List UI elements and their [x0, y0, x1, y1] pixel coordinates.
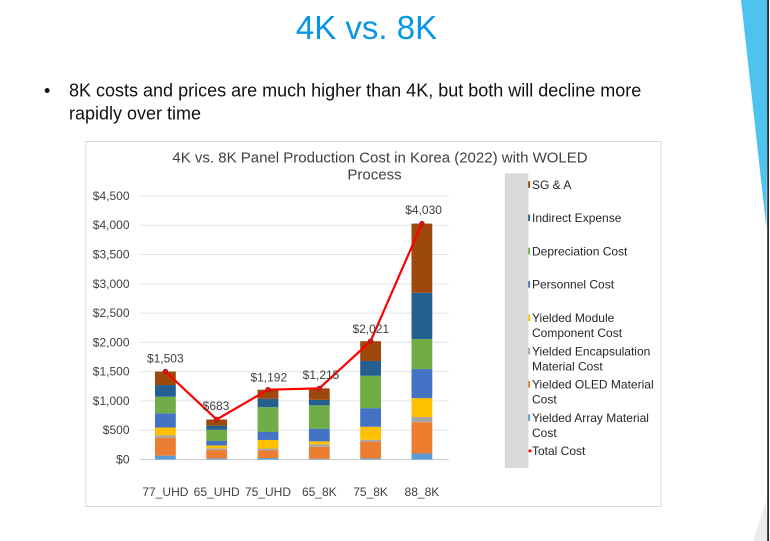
svg-text:88_8K: 88_8K	[405, 485, 440, 499]
svg-text:4K vs. 8K Panel Production Cos: 4K vs. 8K Panel Production Cost in Korea…	[172, 149, 587, 166]
svg-text:$4,500: $4,500	[93, 189, 130, 203]
svg-text:75_8K: 75_8K	[353, 485, 388, 499]
svg-text:8K costs and prices are much h: 8K costs and prices are much higher than…	[69, 81, 641, 101]
svg-text:75_UHD: 75_UHD	[245, 485, 291, 499]
svg-text:Cost: Cost	[532, 426, 557, 440]
svg-text:$1,192: $1,192	[250, 371, 287, 385]
svg-text:$1,215: $1,215	[303, 368, 340, 382]
svg-text:SG & A: SG & A	[532, 178, 571, 192]
svg-text:$4,030: $4,030	[405, 203, 442, 217]
svg-text:$3,000: $3,000	[93, 277, 130, 291]
svg-text:Indirect Expense: Indirect Expense	[532, 211, 622, 225]
svg-text:Yielded Encapsulation: Yielded Encapsulation	[532, 344, 650, 358]
svg-text:Material Cost: Material Cost	[532, 359, 603, 373]
svg-text:4K vs. 8K: 4K vs. 8K	[296, 9, 437, 46]
svg-text:$0: $0	[116, 452, 130, 466]
svg-text:$1,000: $1,000	[93, 394, 130, 408]
svg-text:Yielded Module: Yielded Module	[532, 311, 615, 325]
svg-text:$3,500: $3,500	[93, 248, 130, 262]
svg-text:•: •	[44, 81, 50, 101]
svg-text:Component Cost: Component Cost	[532, 326, 623, 340]
svg-text:Cost: Cost	[532, 393, 557, 407]
svg-text:$2,000: $2,000	[93, 335, 130, 349]
svg-text:Total Cost: Total Cost	[532, 444, 586, 458]
svg-text:$1,503: $1,503	[147, 351, 184, 365]
svg-text:Personnel Cost: Personnel Cost	[532, 278, 615, 292]
svg-text:$2,500: $2,500	[93, 306, 130, 320]
svg-text:rapidly over time: rapidly over time	[69, 104, 201, 124]
svg-text:Process: Process	[347, 167, 401, 184]
svg-text:$683: $683	[203, 399, 230, 413]
svg-text:$2,021: $2,021	[352, 322, 389, 336]
svg-text:65_8K: 65_8K	[302, 485, 337, 499]
svg-text:Yielded Array Material: Yielded Array Material	[532, 411, 649, 425]
svg-text:Depreciation Cost: Depreciation Cost	[532, 244, 628, 258]
svg-text:$500: $500	[103, 423, 130, 437]
svg-text:77_UHD: 77_UHD	[142, 485, 188, 499]
svg-text:$1,500: $1,500	[93, 365, 130, 379]
svg-text:Yielded OLED Material: Yielded OLED Material	[532, 378, 654, 392]
svg-text:65_UHD: 65_UHD	[194, 485, 240, 499]
svg-text:$4,000: $4,000	[93, 218, 130, 232]
